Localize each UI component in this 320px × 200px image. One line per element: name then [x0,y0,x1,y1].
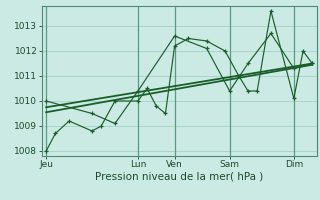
X-axis label: Pression niveau de la mer( hPa ): Pression niveau de la mer( hPa ) [95,172,263,182]
